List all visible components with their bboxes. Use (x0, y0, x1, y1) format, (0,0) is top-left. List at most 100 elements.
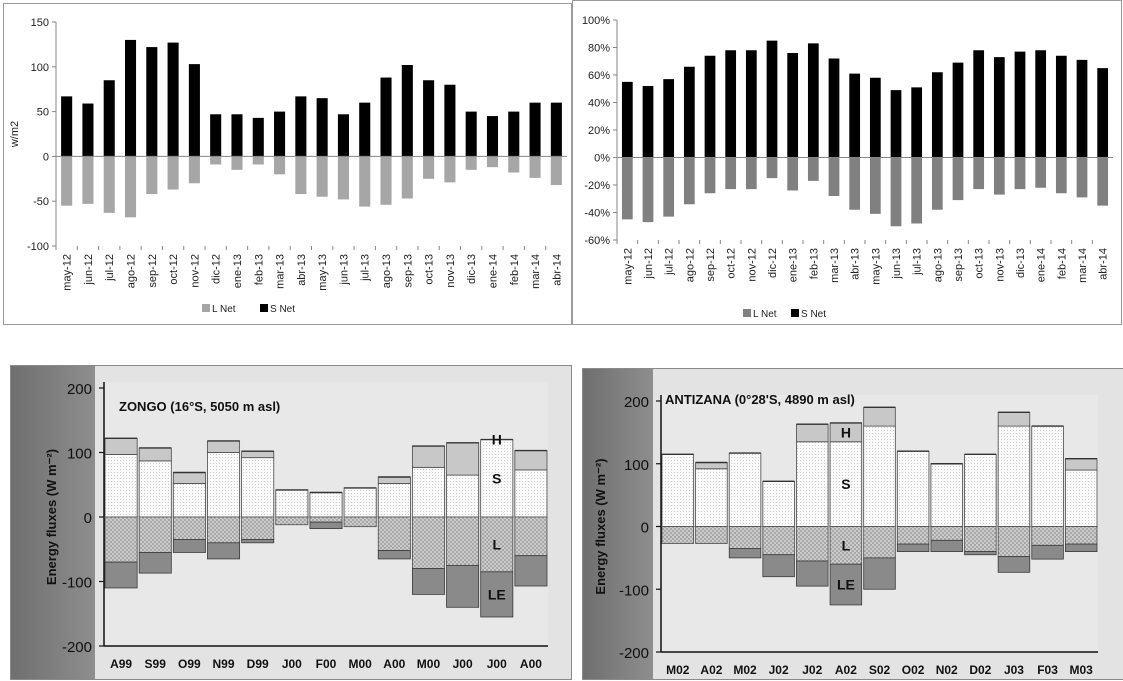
c4-bar-h (796, 423, 829, 443)
c1-bar-l-net (529, 156, 541, 178)
c3-x-tick-label: J00 (282, 657, 302, 671)
c1-x-tick-label: nov-12 (189, 254, 201, 288)
c3-bar-l (343, 516, 377, 528)
c3-annotation-h: H (492, 432, 502, 448)
c1-x-tick-label: sep-13 (402, 254, 414, 288)
c2-bar-l-net (745, 157, 757, 190)
c1-bar-s-net (359, 102, 371, 157)
c2-x-tick-label: ago-13 (932, 248, 944, 282)
c4-bar-le (796, 560, 829, 587)
c1-bar-s-net (316, 98, 328, 157)
c1-y-tick-label: 50 (37, 107, 49, 119)
c3-x-tick-label: D99 (247, 657, 269, 671)
c4-bar-s (796, 441, 829, 527)
c2-y-tick-label: 60% (588, 70, 610, 82)
c4-label-panel (583, 369, 653, 679)
c1-y-axis-label: w/m2 (9, 121, 21, 148)
c1-bar-l-net (210, 156, 222, 165)
c4-bar-s (930, 463, 963, 527)
c4-x-tick-label: N02 (936, 663, 958, 677)
c2-bar-s-net (663, 79, 675, 158)
c4-bar-l (964, 526, 997, 553)
c1-x-tick-label: dic-13 (466, 254, 478, 284)
c2-x-tick-label: may-12 (622, 248, 634, 285)
c1-bar-s-net (550, 102, 562, 157)
c4-bar-l (796, 526, 829, 562)
c3-bar-l (411, 516, 445, 569)
c1-x-tick-label: may-13 (317, 254, 329, 291)
c3-bar-h (207, 440, 241, 453)
c4-y-tick-label: 100 (624, 457, 649, 474)
antizana-energy-flux-chart: -200 -100 0 100 200 Energy fluxes (W m⁻²) M02 A… (583, 369, 1098, 679)
c2-y-tick-label: 40% (588, 98, 610, 110)
zongo-energy-flux-chart: -200 -100 0 100 200 Energy fluxes (W m⁻²) A99 S… (11, 366, 548, 679)
c1-bar-s-net (295, 96, 307, 157)
c4-bar-l (997, 526, 1031, 558)
c1-bar-l-net (103, 156, 115, 213)
c1-bar-l-net (82, 156, 94, 204)
c2-x-tick-label: dic-13 (1015, 248, 1027, 278)
c1-bar-l-net (550, 156, 562, 186)
c2-bar-l-net (973, 157, 985, 190)
c3-x-tick-label: M00 (348, 657, 372, 671)
c3-bar-le (138, 552, 172, 574)
c1-bar-s-net (210, 114, 222, 157)
c1-bar-l-net (252, 156, 264, 165)
c2-x-tick-label: mar-13 (829, 248, 841, 283)
c2-bar-l-net (911, 157, 923, 224)
c4-bar-s (695, 468, 728, 527)
c3-y-axis-label: Energy fluxes (W m⁻²) (44, 449, 59, 585)
c1-bar-s-net (337, 114, 349, 157)
c2-x-tick-label: abr-14 (1098, 248, 1110, 280)
c2-x-tick-label: dic-12 (767, 248, 779, 278)
c1-bar-s-net (231, 114, 243, 157)
c2-bar-l-net (621, 157, 633, 220)
c2-x-tick-label: nov-13 (994, 248, 1006, 282)
c3-bar-le (377, 550, 411, 560)
c1-x-tick-label: ene-14 (487, 254, 499, 288)
c2-x-tick-label: jul-12 (664, 248, 676, 276)
c2-x-tick-label: jun-12 (643, 248, 655, 280)
c2-bar-l-net (766, 157, 778, 179)
c3-bar-le (309, 521, 343, 530)
c2-x-tick-label: oct-13 (974, 248, 986, 279)
c3-bar-le (241, 539, 275, 544)
c3-bar-l (241, 516, 275, 540)
c4-bar-s (863, 425, 896, 527)
c4-x-tick-label: M02 (733, 663, 757, 677)
c1-bar-s-net (103, 80, 115, 157)
c4-bar-l (863, 526, 896, 559)
c1-legend-swatch (202, 304, 210, 312)
c2-bar-s-net (807, 43, 819, 158)
c1-x-tick-label: oct-12 (168, 254, 180, 285)
c4-y-tick-label: 200 (624, 394, 649, 411)
c1-x-tick-label: oct-13 (424, 254, 436, 285)
c2-bar-s-net (1035, 50, 1047, 158)
c4-x-tick-label: J02 (802, 663, 822, 677)
c1-bar-s-net (423, 80, 435, 157)
c3-bar-le (172, 539, 206, 553)
c4-x-tick-label: M02 (666, 663, 690, 677)
c2-bar-l-net (828, 157, 840, 196)
c1-bar-s-net (380, 77, 392, 157)
c4-bar-le (762, 554, 795, 578)
s-l-net-percent-chart: -60% -40% -20% 0% 20% 40% 60% 80% 100% may-12 jun-… (582, 15, 1113, 320)
c4-bar-le (863, 557, 896, 590)
c1-bar-l-net (401, 156, 413, 199)
c2-bar-s-net (1076, 59, 1088, 158)
chart-panel-3: -200 -100 0 100 200 Energy fluxes (W m⁻²) A99 S… (10, 365, 572, 680)
c1-bar-l-net (380, 156, 392, 205)
c2-bar-l-net (1076, 157, 1088, 198)
c4-annotation-s: S (841, 476, 850, 492)
c1-bar-s-net (167, 42, 179, 157)
c2-x-tick-label: abr-13 (850, 248, 862, 280)
c3-bar-s (309, 492, 343, 518)
c3-bar-h (514, 450, 548, 471)
c3-label-panel (11, 366, 95, 679)
c4-bar-le (930, 539, 963, 552)
c3-x-tick-label: A00 (383, 657, 405, 671)
c4-x-tick-label: M03 (1070, 663, 1094, 677)
c2-legend-label: S Net (801, 309, 826, 320)
c3-bar-l (172, 516, 206, 540)
c4-bar-s (1064, 469, 1098, 527)
